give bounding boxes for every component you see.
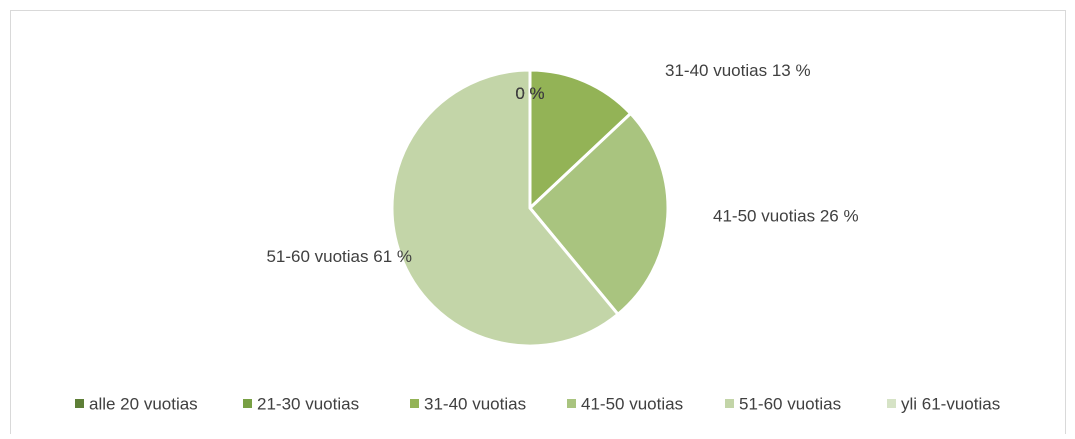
data-label-category: 31-40 vuotias bbox=[665, 62, 767, 81]
legend-label: 41-50 vuotias bbox=[581, 394, 683, 413]
data-label: 41-50 vuotias 26 % bbox=[713, 207, 859, 226]
legend-label: 31-40 vuotias bbox=[424, 394, 526, 413]
data-label-value: 0 % bbox=[515, 84, 544, 103]
pie-slice bbox=[528, 68, 633, 212]
pie-slice bbox=[390, 68, 621, 348]
data-label-value: 61 % bbox=[373, 248, 412, 267]
data-label-value: 26 % bbox=[820, 207, 859, 226]
legend-label: yli 61-vuotias bbox=[901, 394, 1000, 413]
legend-label: 21-30 vuotias bbox=[257, 394, 359, 413]
data-label-category: 51-60 vuotias bbox=[266, 248, 368, 267]
data-label-value: 0 % bbox=[515, 84, 544, 103]
legend-swatch bbox=[887, 399, 896, 408]
data-label: 0 % bbox=[515, 84, 544, 103]
legend-swatch bbox=[75, 399, 84, 408]
legend-label: alle 20 vuotias bbox=[89, 394, 198, 413]
legend-swatch bbox=[410, 399, 419, 408]
data-label: 0 % bbox=[515, 84, 544, 103]
data-label-category: 41-50 vuotias bbox=[713, 207, 815, 226]
data-label: 51-60 vuotias 61 % bbox=[266, 248, 412, 267]
legend-swatch bbox=[725, 399, 734, 408]
pie-slice bbox=[527, 111, 670, 317]
data-label-value: 13 % bbox=[772, 62, 811, 81]
legend-swatch bbox=[567, 399, 576, 408]
data-label: 31-40 vuotias 13 % bbox=[665, 62, 811, 81]
legend-swatch bbox=[243, 399, 252, 408]
legend-label: 51-60 vuotias bbox=[739, 394, 841, 413]
data-label-value: 0 % bbox=[515, 84, 544, 103]
data-label: 0 % bbox=[515, 84, 544, 103]
